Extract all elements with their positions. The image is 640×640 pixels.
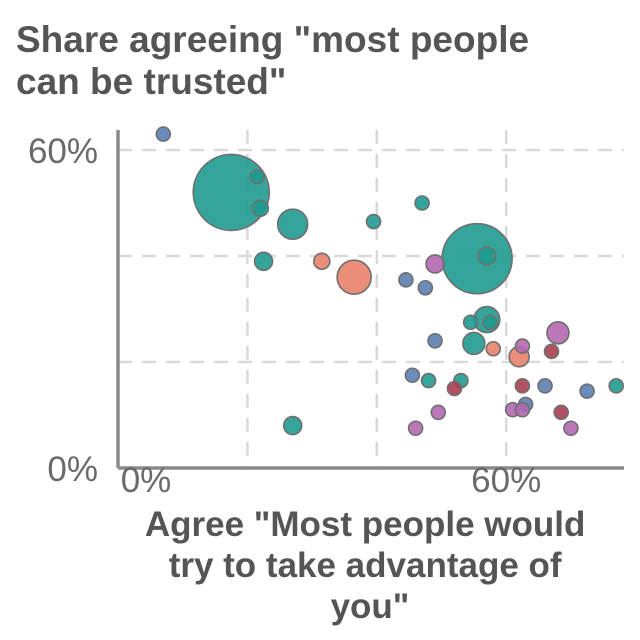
axes xyxy=(116,130,624,470)
data-point-30 xyxy=(514,378,531,394)
data-point-12 xyxy=(417,279,434,296)
data-point-29 xyxy=(446,380,463,397)
data-points xyxy=(155,126,624,437)
data-point-15 xyxy=(476,246,497,266)
data-point-18 xyxy=(462,314,479,331)
data-point-25 xyxy=(546,321,570,345)
chart-title-line-1: Share agreeing "most people xyxy=(16,19,529,60)
data-point-1 xyxy=(155,126,172,142)
data-point-2 xyxy=(192,153,271,232)
x-tick-label-1: 0% xyxy=(121,461,172,500)
data-point-8 xyxy=(336,259,372,296)
x-tick-label-2: 60% xyxy=(471,461,541,500)
data-point-23 xyxy=(514,338,531,354)
y-tick-label-2: 60% xyxy=(28,132,98,171)
data-point-34 xyxy=(514,401,531,418)
data-point-35 xyxy=(553,404,569,421)
data-point-40 xyxy=(407,420,424,437)
data-point-7 xyxy=(313,252,331,271)
data-point-38 xyxy=(430,404,447,421)
data-point-10 xyxy=(414,195,430,211)
data-point-6 xyxy=(253,251,274,272)
data-point-36 xyxy=(579,383,595,399)
data-point-17 xyxy=(482,314,498,331)
x-axis-label-line-2: try to take advantage of xyxy=(169,546,562,585)
data-point-11 xyxy=(398,272,414,288)
data-point-24 xyxy=(543,343,560,360)
x-axis-label: Agree "Most people would try to take adv… xyxy=(145,505,595,626)
data-point-27 xyxy=(420,372,437,389)
data-point-3 xyxy=(249,168,265,185)
data-point-19 xyxy=(462,331,486,356)
tick-labels: 0% 60% 0% 60% xyxy=(28,132,541,500)
y-tick-label-1: 0% xyxy=(47,450,98,489)
data-point-21 xyxy=(485,340,502,357)
chart-title: Share agreeing "most people can be trust… xyxy=(16,19,539,102)
data-point-14 xyxy=(441,222,513,295)
x-axis-label-line-3: you" xyxy=(331,587,410,626)
data-point-39 xyxy=(282,415,303,436)
data-point-4 xyxy=(251,199,270,218)
data-point-26 xyxy=(404,367,421,384)
data-point-41 xyxy=(563,420,579,437)
data-point-9 xyxy=(365,213,382,230)
x-axis-label-line-1: Agree "Most people would xyxy=(145,505,586,544)
data-point-31 xyxy=(537,378,553,394)
data-point-20 xyxy=(427,332,443,349)
data-point-13 xyxy=(425,254,445,274)
grid-lines xyxy=(118,130,624,468)
data-point-5 xyxy=(276,208,309,240)
data-point-37 xyxy=(608,378,624,394)
chart-title-line-2: can be trusted" xyxy=(16,61,286,102)
